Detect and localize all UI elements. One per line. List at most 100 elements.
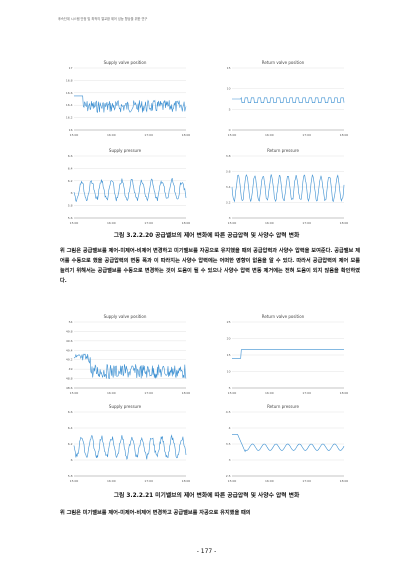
y-tick-label: 49.2 — [66, 358, 73, 362]
y-tick-label: 16.6 — [66, 91, 73, 95]
y-tick-label: 10 — [227, 87, 231, 91]
y-tick-label: 16 — [69, 128, 73, 132]
x-tick-label: 18:00 — [340, 479, 348, 483]
x-tick-label: 17:00 — [302, 221, 311, 225]
y-tick-label: 5.8 — [68, 474, 73, 478]
y-tick-label: 0 — [229, 128, 231, 132]
y-tick-label: 5 — [229, 386, 231, 390]
x-tick-label: 18:00 — [182, 391, 190, 395]
series-line — [231, 174, 345, 203]
y-tick-label: 3.2 — [226, 201, 231, 205]
chart-supply-valve-position-1: Supply valve position 17 16.8 16.6 16.4 16.2 1… — [60, 58, 190, 140]
series-line — [73, 434, 187, 461]
x-tick-label: 16:00 — [107, 133, 116, 137]
y-tick-label: 3.6 — [226, 170, 231, 174]
chart-title: Supply valve position — [104, 314, 147, 319]
x-tick-label: 17:00 — [144, 133, 153, 137]
chart-supply-valve-position-2: Supply valve position 54 49.8 49.6 49.4 49.2 4… — [60, 312, 190, 398]
y-tick-label: 48.6 — [66, 386, 73, 390]
x-tick-label: 16:00 — [265, 391, 274, 395]
x-tick-label: 16:00 — [107, 391, 116, 395]
x-tick-label: 15:00 — [70, 221, 79, 225]
series-line — [232, 349, 344, 359]
running-header: 후속단계 시스템 안정 및 최적의 열교환 제어 성능 향상을 위한 연구 — [58, 17, 148, 21]
x-tick-label: 15:00 — [228, 479, 237, 483]
x-tick-label: 15:00 — [228, 391, 237, 395]
y-tick-label: 49.8 — [66, 329, 73, 333]
y-tick-label: 15 — [227, 66, 231, 70]
x-tick-label: 16:00 — [265, 221, 274, 225]
y-tick-label: 6.2 — [68, 442, 73, 446]
y-tick-label: 2.5 — [226, 474, 231, 478]
y-tick-label: 5 — [229, 107, 231, 111]
y-tick-label: 25 — [227, 320, 231, 324]
x-tick-label: 17:00 — [302, 133, 311, 137]
y-tick-label: 6.4 — [68, 426, 73, 430]
y-tick-label: 6.2 — [68, 179, 73, 183]
series-line — [232, 96, 345, 104]
x-tick-label: 18:00 — [340, 391, 348, 395]
x-tick-label: 15:00 — [70, 479, 79, 483]
chart-supply-pressure-1: Supply pressure 6.6 6.4 6.2 6 5.8 5.6 15:00 16:0… — [60, 146, 190, 228]
y-tick-label: 4 — [229, 426, 231, 430]
chart-title: Supply pressure — [109, 148, 142, 153]
body-paragraph-2: 위 그림은 미기밸브를 제어-미제어-비제어 변경하고 공급밸브를 자공으로 유… — [60, 510, 251, 516]
y-tick-label: 49.6 — [66, 339, 73, 343]
chart-title: Supply pressure — [109, 404, 142, 409]
y-tick-label: 49 — [69, 367, 73, 371]
x-tick-label: 18:00 — [182, 479, 190, 483]
body-paragraph-1: 위 그림은 공급밸브를 제어-미제어-비제어 변경하고 미기밸브를 자공으로 유… — [60, 248, 360, 284]
x-tick-label: 16:00 — [107, 221, 116, 225]
y-tick-label: 48.8 — [66, 377, 73, 381]
series-line — [73, 177, 187, 202]
x-tick-label: 15:00 — [70, 133, 79, 137]
y-tick-label: 4.5 — [226, 410, 231, 414]
chart-title: Return pressure — [267, 404, 299, 409]
x-tick-label: 16:00 — [107, 479, 116, 483]
figure-caption-1: 그림 3.2.2.20 공급밸브의 제어 변화에 따른 공급압력 및 사양수 압… — [113, 233, 300, 239]
x-tick-label: 18:00 — [340, 221, 348, 225]
x-tick-label: 15:00 — [228, 133, 237, 137]
series-line — [73, 353, 187, 379]
chart-return-valve-position-2: Return valve position 25 20 15 10 5 15:00 16:00… — [218, 312, 348, 398]
series-line — [232, 434, 345, 453]
x-tick-label: 18:00 — [340, 133, 348, 137]
series-line — [74, 95, 187, 113]
y-tick-label: 5.8 — [68, 204, 73, 208]
y-tick-label: 3 — [229, 216, 231, 220]
y-tick-label: 54 — [69, 320, 73, 324]
figure-caption-2: 그림 3.2.2.21 미기밸브의 제어 변화에 따른 공급압력 및 사양수 압… — [113, 493, 300, 499]
x-tick-label: 18:00 — [182, 133, 190, 137]
x-tick-label: 16:00 — [265, 133, 274, 137]
chart-title: Return pressure — [267, 148, 299, 153]
y-tick-label: 6 — [71, 458, 73, 462]
page-number: - 177 - — [196, 548, 217, 555]
y-tick-label: 16.2 — [66, 116, 73, 120]
chart-return-valve-position-1: Return valve position 15 10 5 0 15:00 16:00 17:… — [218, 58, 348, 140]
x-tick-label: 17:00 — [144, 391, 153, 395]
y-tick-label: 10 — [227, 370, 231, 374]
y-tick-label: 16.8 — [66, 78, 73, 82]
y-tick-label: 6 — [71, 191, 73, 195]
x-tick-label: 15:00 — [228, 221, 237, 225]
chart-return-pressure-1: Return pressure 3.8 3.6 3.4 3.2 3 15:00 16:00 17… — [218, 146, 348, 228]
y-tick-label: 3.4 — [226, 185, 231, 189]
x-tick-label: 17:00 — [144, 221, 153, 225]
y-tick-label: 5.6 — [68, 216, 73, 220]
x-tick-label: 18:00 — [182, 221, 190, 225]
chart-title: Supply valve position — [104, 60, 147, 65]
y-tick-label: 16.4 — [66, 103, 73, 107]
y-tick-label: 6.4 — [68, 166, 73, 170]
x-tick-label: 16:00 — [265, 479, 274, 483]
y-tick-label: 15 — [227, 353, 231, 357]
y-tick-label: 20 — [227, 337, 231, 341]
y-tick-label: 3.8 — [226, 154, 231, 158]
x-tick-label: 15:00 — [70, 391, 79, 395]
x-tick-label: 17:00 — [144, 479, 153, 483]
y-tick-label: 3.5 — [226, 442, 231, 446]
y-tick-label: 6.6 — [68, 154, 73, 158]
chart-return-pressure-2: Return pressure 4.5 4 3.5 3 2.5 15:00 16:00 17:0… — [218, 402, 348, 486]
chart-title: Return valve position — [262, 60, 305, 65]
chart-supply-pressure-2: Supply pressure 6.6 6.4 6.2 6 5.8 15:00 16:00 17… — [60, 402, 190, 486]
x-tick-label: 17:00 — [302, 391, 311, 395]
